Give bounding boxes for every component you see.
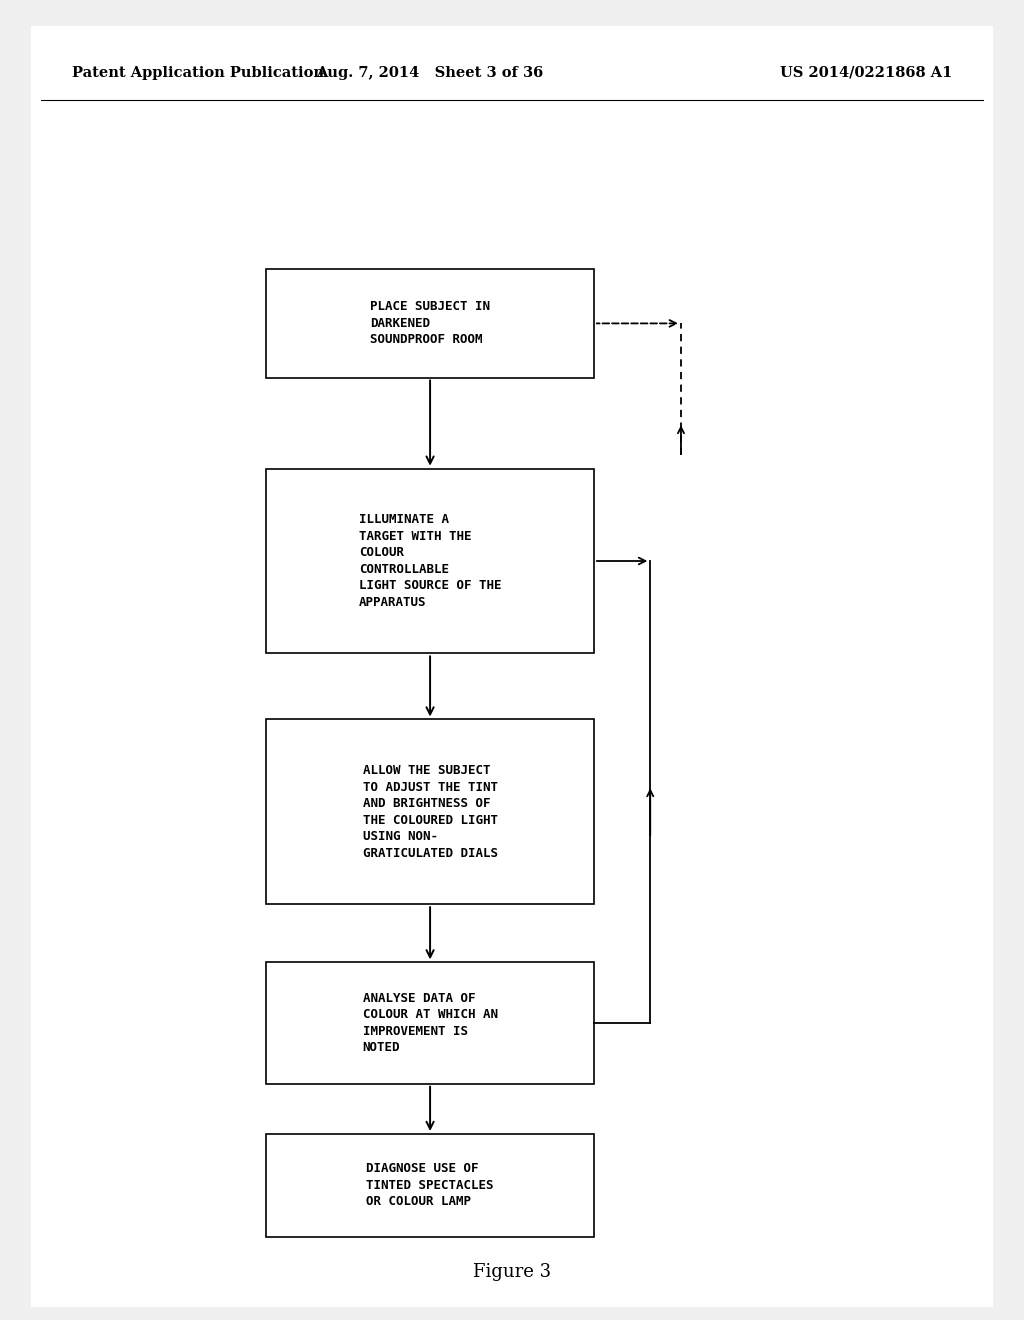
Text: DIAGNOSE USE OF
TINTED SPECTACLES
OR COLOUR LAMP: DIAGNOSE USE OF TINTED SPECTACLES OR COL… [367, 1163, 494, 1208]
FancyBboxPatch shape [266, 719, 594, 904]
FancyBboxPatch shape [266, 269, 594, 378]
FancyBboxPatch shape [266, 469, 594, 653]
Text: ILLUMINATE A
TARGET WITH THE
COLOUR
CONTROLLABLE
LIGHT SOURCE OF THE
APPARATUS: ILLUMINATE A TARGET WITH THE COLOUR CONT… [358, 513, 502, 609]
Text: Aug. 7, 2014   Sheet 3 of 36: Aug. 7, 2014 Sheet 3 of 36 [316, 66, 544, 79]
Text: US 2014/0221868 A1: US 2014/0221868 A1 [780, 66, 952, 79]
Text: PLACE SUBJECT IN
DARKENED
SOUNDPROOF ROOM: PLACE SUBJECT IN DARKENED SOUNDPROOF ROO… [370, 301, 490, 346]
Text: Figure 3: Figure 3 [473, 1263, 551, 1282]
Text: Patent Application Publication: Patent Application Publication [72, 66, 324, 79]
Text: ANALYSE DATA OF
COLOUR AT WHICH AN
IMPROVEMENT IS
NOTED: ANALYSE DATA OF COLOUR AT WHICH AN IMPRO… [362, 991, 498, 1055]
FancyBboxPatch shape [266, 1134, 594, 1237]
FancyBboxPatch shape [266, 962, 594, 1084]
Text: ALLOW THE SUBJECT
TO ADJUST THE TINT
AND BRIGHTNESS OF
THE COLOURED LIGHT
USING : ALLOW THE SUBJECT TO ADJUST THE TINT AND… [362, 764, 498, 859]
